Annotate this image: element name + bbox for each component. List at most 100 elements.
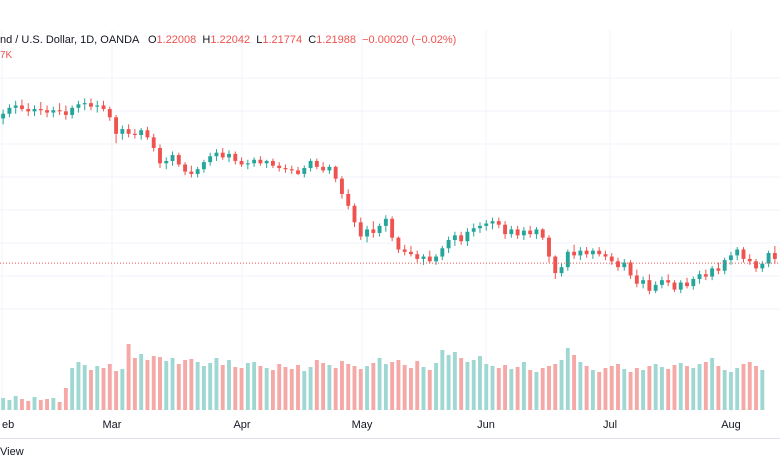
volume-bar [252, 362, 257, 410]
candle-body [741, 249, 746, 259]
candle-body [766, 253, 771, 264]
candle-body [653, 284, 658, 291]
volume-bar [321, 363, 326, 410]
candle-body [252, 159, 257, 164]
candle-body [478, 225, 482, 229]
candle-body [227, 153, 231, 158]
volume-bar [553, 364, 558, 410]
candle-body [7, 107, 12, 114]
volume-bar [176, 364, 181, 410]
candle-body [1, 113, 6, 119]
candle-body [722, 260, 727, 271]
volume-bar [622, 369, 627, 410]
candle-body [139, 130, 144, 135]
candle-body [434, 256, 439, 262]
volume-bar [754, 366, 758, 410]
candle-body [578, 250, 583, 256]
candle-body [107, 109, 112, 118]
volume-bar [402, 365, 407, 410]
volume-bar [603, 368, 608, 410]
volume-bar [164, 361, 169, 410]
candle-body [484, 223, 489, 226]
volume-bar [233, 367, 238, 410]
volume-bar [710, 358, 715, 410]
volume-bar [245, 363, 250, 410]
volume-bar [616, 364, 620, 410]
volume-bar [396, 360, 401, 410]
volume-bar [327, 365, 332, 410]
candle-body [339, 178, 344, 194]
candle-body [647, 280, 652, 291]
candle-body [509, 229, 514, 235]
volume-bar [722, 370, 727, 410]
candle-body [760, 263, 765, 269]
volume-bar [239, 368, 244, 410]
volume-bar [101, 368, 106, 410]
volume-bar [515, 367, 520, 410]
volume-bar [346, 364, 351, 410]
candle-body [691, 278, 696, 287]
volume-bar [308, 367, 313, 410]
volume-bar [1, 398, 6, 410]
volume-bar [471, 360, 476, 410]
volume-bar [208, 363, 213, 410]
close-value: 1.21988 [316, 34, 356, 46]
candle-body [314, 160, 319, 167]
volume-bar [352, 366, 357, 410]
volume-bar [572, 355, 577, 410]
volume-bar [258, 366, 263, 410]
volume-bar [703, 362, 708, 410]
candle-body [559, 267, 564, 274]
volume-bar [20, 399, 24, 410]
volume-bar [383, 364, 388, 410]
candle-body [114, 117, 119, 134]
candle-body [547, 237, 551, 257]
volume-bar [302, 371, 307, 410]
volume-bar [490, 366, 495, 410]
volume-bar [452, 352, 457, 410]
volume-bar [70, 368, 75, 410]
volume-bar [45, 399, 50, 410]
candle-body [565, 251, 570, 268]
volume-bar [427, 370, 432, 410]
volume-bar [465, 362, 470, 410]
candle-body [270, 160, 275, 166]
volume-bar [440, 350, 445, 410]
candle-body [452, 235, 457, 241]
candle-body [628, 262, 633, 276]
volume-bar [534, 372, 539, 410]
candle-body [176, 155, 181, 165]
volume-bar [145, 360, 150, 410]
candle-body [95, 105, 100, 107]
volume-bar [82, 365, 87, 410]
candle-body [396, 237, 401, 250]
candle-body [245, 163, 250, 165]
candle-body [38, 109, 43, 111]
candle-body [296, 170, 300, 174]
volume-bar [189, 359, 194, 410]
volume-bar [390, 362, 395, 410]
volume-bar [358, 369, 363, 410]
volume-bar [647, 366, 652, 410]
volume-bar [409, 368, 413, 410]
candle-body [195, 169, 200, 174]
candle-body [446, 240, 451, 249]
volume-bar [478, 356, 482, 410]
candle-body [603, 254, 608, 257]
candle-body [754, 261, 758, 269]
volume-bar [459, 358, 464, 410]
volume-bar [13, 396, 18, 410]
candle-body [584, 250, 589, 255]
footer-view-link[interactable]: View [0, 446, 24, 458]
candle-body [201, 162, 206, 170]
volume-bar [659, 367, 664, 410]
volume-bar [697, 364, 702, 410]
close-label: C [308, 34, 317, 46]
candle-body [597, 250, 602, 255]
candle-body [32, 109, 37, 112]
volume-bar [314, 360, 319, 410]
candle-body [616, 261, 620, 268]
candle-body [151, 137, 156, 148]
